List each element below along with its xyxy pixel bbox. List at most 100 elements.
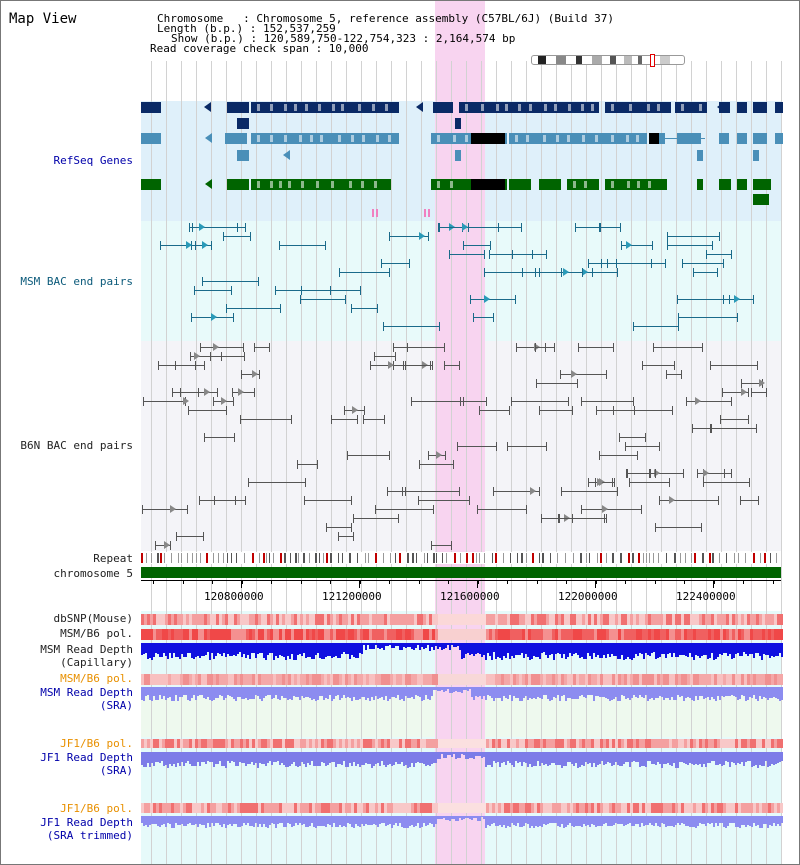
msm-bac-end-pairs-label[interactable]: MSM BAC end pairs (20, 275, 133, 288)
depth-bar (321, 643, 323, 659)
grid-line (676, 61, 677, 864)
heat-cell (567, 803, 570, 813)
pair-end-tick (546, 250, 547, 259)
depth-bar (169, 643, 171, 653)
depth-bar (359, 816, 361, 827)
depth-bar (653, 687, 655, 700)
heat-cell (468, 674, 471, 685)
depth-bar (731, 687, 733, 695)
depth-bar (723, 752, 725, 765)
depth-bar (257, 687, 259, 696)
heat-cell (777, 614, 780, 625)
pair-end-tick (259, 370, 260, 379)
heat-cell (342, 629, 345, 640)
depth-bar (469, 752, 471, 758)
depth-bar (681, 643, 683, 655)
pair-end-tick (338, 532, 339, 541)
depth-bar (667, 643, 669, 654)
heat-cell (570, 614, 573, 625)
heat-cell (543, 614, 546, 625)
depth-bar (543, 752, 545, 765)
depth-bar (517, 816, 519, 823)
heat-cell (738, 674, 741, 685)
depth-bar (351, 643, 353, 655)
bac-end-pair (457, 442, 497, 451)
heat-cell (273, 739, 276, 748)
heat-cell (243, 803, 246, 813)
repeat-element (492, 553, 493, 563)
repeat-element (151, 553, 152, 563)
heat-cell (348, 614, 351, 625)
heat-cell (504, 739, 507, 748)
depth-bar (209, 816, 211, 827)
heat-cell (180, 674, 183, 685)
heat-cell (531, 803, 534, 813)
pair-end-tick (233, 397, 234, 406)
pair-arrow (530, 487, 536, 495)
depth-bar (517, 687, 519, 698)
chromosome-ideogram[interactable] (531, 54, 685, 67)
repeat-element (484, 553, 485, 563)
repeat-track[interactable] (141, 552, 781, 564)
heat-cell (654, 614, 657, 625)
bac-end-pair (351, 304, 378, 313)
depth-bar (707, 687, 709, 697)
depth-bar (545, 687, 547, 695)
axis-minor-tick (183, 580, 184, 584)
depth-bar (173, 643, 175, 653)
pair-end-tick (677, 295, 678, 304)
exon-mark (626, 135, 629, 142)
depth-bar (309, 816, 311, 826)
depth-bar (717, 687, 719, 696)
heat-cell (189, 674, 192, 685)
depth-bar (719, 816, 721, 823)
heat-cell (228, 629, 231, 640)
heat-cell (609, 614, 612, 625)
repeat-element (383, 553, 384, 563)
depth-bar (191, 752, 193, 766)
grid-line (451, 61, 452, 864)
exon-mark (331, 181, 334, 188)
depth-bar (409, 687, 411, 698)
grid-line (571, 61, 572, 864)
depth-bar (231, 643, 233, 656)
pair-end-tick (188, 406, 189, 415)
heat-cell (639, 629, 642, 640)
pair-end-tick (621, 241, 622, 250)
depth-bar (403, 752, 405, 766)
depth-bar (347, 816, 349, 823)
depth-bar (751, 687, 753, 698)
depth-bar (665, 687, 667, 698)
depth-bar (709, 643, 711, 658)
depth-bar (377, 687, 379, 699)
depth-bar (161, 687, 163, 699)
heat-cell (438, 674, 441, 685)
b6n-bac-end-pairs-label[interactable]: B6N BAC end pairs (20, 439, 133, 452)
gene-exon (509, 179, 531, 190)
depth-bar (183, 752, 185, 766)
depth-bar (285, 687, 287, 698)
depth-bar (169, 752, 171, 764)
depth-bar (431, 687, 433, 696)
depth-bar (683, 752, 685, 763)
depth-bar (479, 752, 481, 756)
refseq-genes-label[interactable]: RefSeq Genes (53, 154, 133, 167)
depth-bar (189, 816, 191, 823)
depth-bar (307, 752, 309, 763)
depth-bar (739, 816, 741, 828)
heat-cell (684, 803, 687, 813)
heat-cell (756, 674, 759, 685)
depth-bar (629, 816, 631, 823)
heat-cell (507, 739, 510, 748)
heat-cell (612, 739, 615, 748)
depth-bar (745, 816, 747, 827)
depth-bar (717, 643, 719, 657)
depth-bar (765, 816, 767, 824)
heat-cell (768, 629, 771, 640)
heat-cell (318, 614, 321, 625)
heat-cell (393, 629, 396, 640)
depth-bar (403, 816, 405, 828)
depth-bar (669, 752, 671, 765)
bac-end-pair (387, 487, 406, 496)
heat-cell (339, 614, 342, 625)
